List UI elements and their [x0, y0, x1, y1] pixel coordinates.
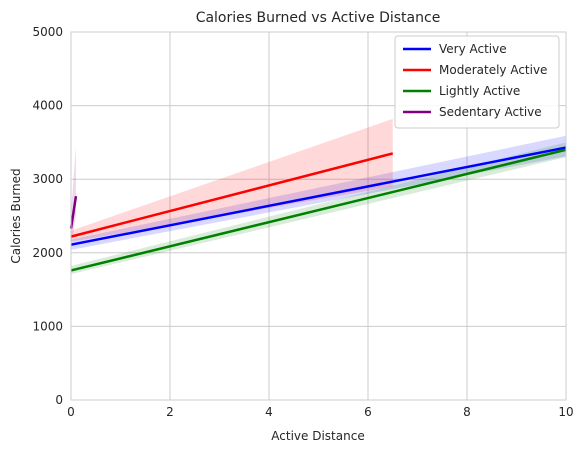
y-tick-labels: 0 1000 2000 3000 4000 5000 — [32, 25, 63, 407]
x-tick-label: 0 — [67, 405, 75, 419]
y-tick-label: 4000 — [32, 99, 63, 113]
x-axis-label: Active Distance — [271, 429, 364, 443]
x-tick-label: 8 — [463, 405, 471, 419]
x-tick-label: 6 — [364, 405, 372, 419]
x-tick-label: 10 — [558, 405, 573, 419]
legend-label-very-active: Very Active — [439, 42, 507, 56]
x-tick-labels: 0 2 4 6 8 10 — [67, 405, 573, 419]
legend-label-lightly-active: Lightly Active — [439, 84, 520, 98]
y-tick-label: 3000 — [32, 172, 63, 186]
x-tick-label: 2 — [166, 405, 174, 419]
legend-label-moderately-active: Moderately Active — [439, 63, 547, 77]
y-tick-label: 1000 — [32, 319, 63, 333]
legend-label-sedentary-active: Sedentary Active — [439, 105, 542, 119]
y-tick-label: 2000 — [32, 246, 63, 260]
legend: Very Active Moderately Active Lightly Acti… — [395, 36, 559, 128]
x-tick-label: 4 — [265, 405, 273, 419]
y-tick-label: 0 — [55, 393, 63, 407]
chart-title: Calories Burned vs Active Distance — [196, 10, 441, 26]
y-tick-label: 5000 — [32, 25, 63, 39]
y-axis-label: Calories Burned — [9, 168, 23, 263]
